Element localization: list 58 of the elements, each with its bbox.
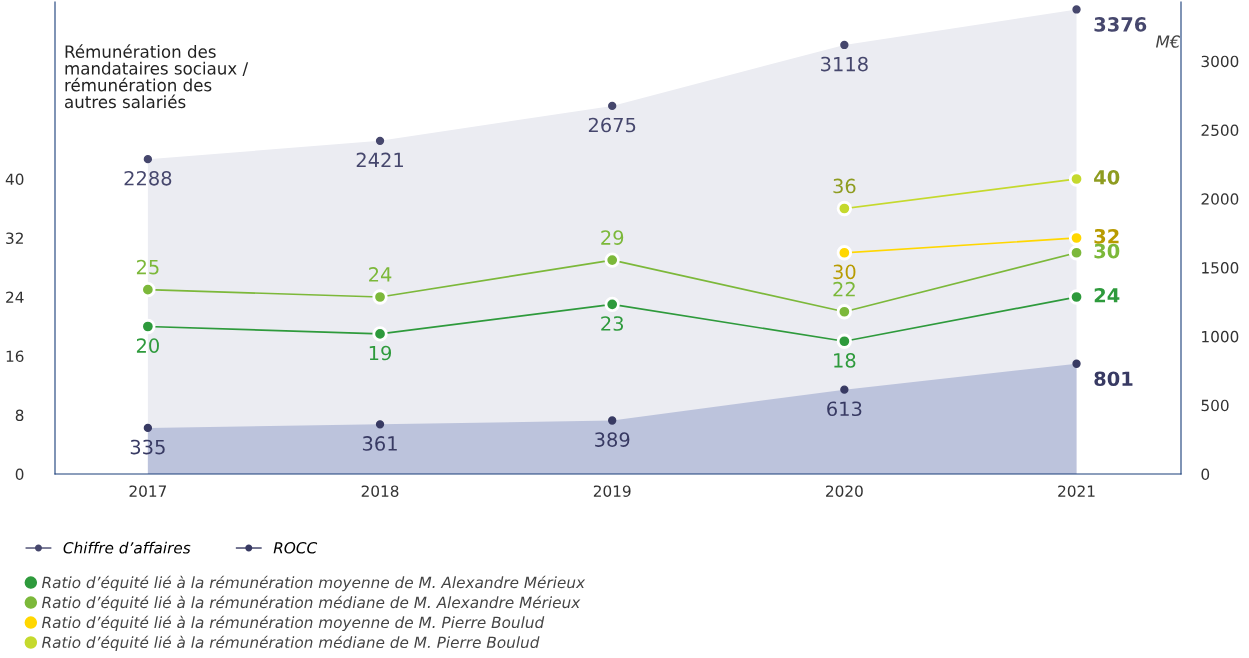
- y2-tick-label: 0: [1201, 468, 1210, 481]
- data-label: 361: [362, 436, 397, 451]
- legend-label: Ratio d’équité lié à la rémunération médiane de M. Alexandre Mérieux: [41, 595, 581, 612]
- y-tick-label: 8: [15, 409, 24, 422]
- y2-tick-label: 2000: [1201, 193, 1239, 205]
- data-label: 3118: [821, 56, 868, 72]
- data-label: 24: [1094, 287, 1120, 303]
- y2-tick-label: 3000: [1201, 55, 1239, 68]
- data-label: 389: [595, 432, 630, 447]
- y-tick-label: 24: [6, 291, 24, 303]
- point: [372, 289, 388, 305]
- y-axis-title: Rémunération des mandataires sociaux / rémunération des autres salariés: [65, 44, 249, 109]
- x-tick-label: 2020: [826, 485, 863, 497]
- y-tick-label: 0: [15, 468, 24, 481]
- data-label: 29: [601, 230, 624, 245]
- point: [372, 326, 388, 342]
- data-label: 3376: [1094, 17, 1147, 32]
- data-label: 20: [136, 338, 159, 353]
- data-label: 23: [601, 316, 624, 331]
- legend-label: ROCC: [273, 542, 318, 554]
- y2-tick-label: 2500: [1201, 124, 1239, 136]
- y-tick-label: 16: [6, 350, 24, 363]
- x-tick-label: 2017: [129, 485, 166, 497]
- data-label: 36: [833, 178, 856, 194]
- data-label: 40: [1094, 169, 1120, 185]
- y2-tick-label: 1000: [1202, 330, 1239, 343]
- data-label: 2288: [124, 170, 172, 186]
- point: [836, 333, 852, 349]
- legend-label: Ratio d’équité lié à la rémunération médiane de M. Pierre Boulud: [41, 635, 540, 651]
- point: [836, 304, 852, 320]
- data-label: 24: [369, 267, 392, 282]
- data-label: 335: [130, 439, 165, 455]
- data-label: 30: [1094, 243, 1120, 259]
- y2-tick-label: 500: [1201, 399, 1229, 412]
- data-label: 2675: [588, 117, 636, 133]
- data-label: 30: [833, 264, 856, 280]
- y2-axis-title: M€: [1155, 35, 1180, 48]
- legend-label: Chiffre d’affaires: [63, 541, 191, 554]
- x-tick-label: 2019: [593, 485, 631, 497]
- data-label: 801: [1094, 371, 1133, 387]
- point: [836, 200, 852, 217]
- x-tick-label: 2021: [1058, 485, 1095, 497]
- data-label: 25: [136, 259, 159, 275]
- y-tick-label: 32: [6, 232, 23, 245]
- point: [604, 252, 620, 268]
- data-label: 18: [834, 353, 856, 368]
- point: [604, 296, 620, 313]
- y-tick-label: 40: [5, 173, 24, 186]
- data-label: 19: [369, 345, 392, 361]
- legend-label: Ratio d’équité lié à la rémunération moyenne de M. Pierre Boulud: [41, 615, 545, 632]
- point: [836, 245, 852, 261]
- data-label: 613: [827, 401, 862, 417]
- data-label: 2421: [356, 152, 403, 168]
- x-tick-label: 2018: [361, 485, 399, 497]
- data-label: 32: [1094, 228, 1119, 244]
- legend-label: Ratio d’équité lié à la rémunération moyenne de M. Alexandre Mérieux: [41, 575, 586, 592]
- y2-tick-label: 1500: [1202, 262, 1239, 274]
- data-label: 22: [833, 281, 855, 297]
